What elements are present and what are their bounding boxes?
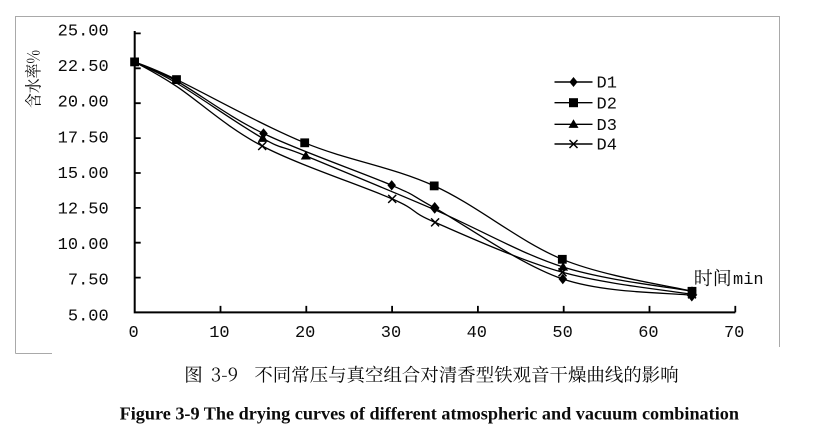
svg-text:30: 30	[381, 324, 401, 343]
svg-text:min: min	[733, 271, 764, 290]
svg-text:0: 0	[128, 324, 138, 343]
svg-text:60: 60	[638, 324, 658, 343]
svg-text:22.50: 22.50	[58, 58, 109, 77]
svg-text:D4: D4	[597, 137, 617, 156]
svg-text:50: 50	[552, 324, 572, 343]
svg-text:15.00: 15.00	[58, 165, 109, 184]
svg-text:D1: D1	[597, 75, 617, 94]
svg-text:40: 40	[467, 324, 487, 343]
svg-text:D2: D2	[597, 95, 617, 114]
svg-text:10: 10	[209, 324, 229, 343]
svg-text:D3: D3	[597, 117, 617, 136]
svg-text:70: 70	[724, 324, 744, 343]
svg-text:12.50: 12.50	[58, 201, 109, 220]
svg-text:5.00: 5.00	[68, 307, 109, 326]
svg-text:17.50: 17.50	[58, 129, 109, 148]
svg-text:20: 20	[295, 324, 315, 343]
svg-text:7.50: 7.50	[68, 272, 109, 291]
svg-text:10.00: 10.00	[58, 236, 109, 255]
svg-text:20.00: 20.00	[58, 94, 109, 113]
svg-text:25.00: 25.00	[58, 23, 109, 42]
svg-text:Figure 3-9 The drying curves o: Figure 3-9 The drying curves of differen…	[120, 404, 739, 424]
